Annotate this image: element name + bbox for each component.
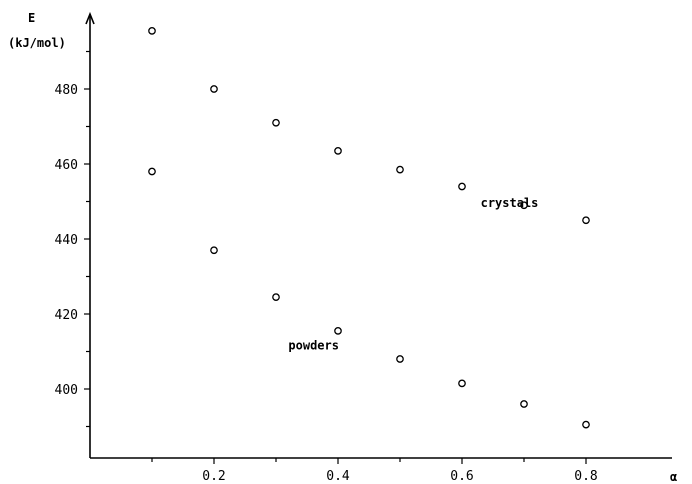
x-tick-label: 0.8 (574, 469, 597, 484)
powders-point (334, 327, 342, 335)
crystals-point (334, 147, 342, 155)
y-tick-label: 480 (55, 83, 78, 98)
powders-point (272, 293, 280, 301)
x-tick-label: 0.2 (202, 469, 225, 484)
crystals-point (582, 216, 590, 225)
powders-point (210, 246, 218, 255)
crystals-point (396, 165, 404, 174)
powders-point (396, 355, 404, 363)
data-points (148, 27, 590, 429)
y-tick-label: 460 (55, 158, 78, 173)
crystals-point (148, 27, 156, 35)
y-axis-unit: (kJ/mol) (8, 36, 66, 50)
x-tick-label: 0.6 (450, 469, 473, 484)
crystals-point (458, 182, 466, 191)
powders-point (148, 167, 156, 176)
powders-point (458, 379, 466, 388)
y-tick-label: 400 (55, 383, 78, 398)
crystals-point (272, 118, 280, 127)
x-tick-label: 0.4 (326, 469, 350, 484)
series-label-powders: powders (288, 339, 339, 353)
series-labels: crystals powders (288, 196, 538, 353)
crystals-point (520, 201, 528, 210)
y-axis-arrow (85, 11, 95, 25)
x-axis-label: α (670, 470, 677, 484)
y-tick-label: 440 (55, 233, 78, 248)
powders-point (582, 420, 590, 429)
y-axis-symbol: E (28, 11, 35, 25)
crystals-point (210, 85, 218, 93)
series-label-crystals: crystals (481, 196, 539, 210)
axis-ticks: 400 420 440 460 480 0.2 0.4 0.6 0.8 (55, 50, 598, 484)
powders-point (520, 400, 528, 408)
y-tick-label: 420 (55, 308, 78, 323)
